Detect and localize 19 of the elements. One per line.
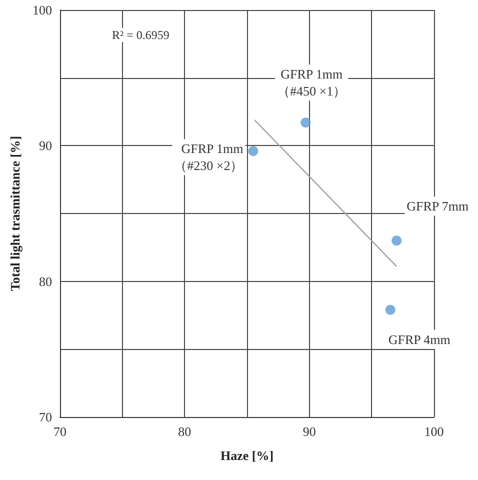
annotation: GFRP 7mm — [406, 198, 469, 214]
y-axis-title: Total light trasmittance [%] — [8, 136, 23, 292]
x-tick-label: 100 — [424, 424, 444, 439]
annotation: GFRP 1mm （#450 ×1） — [277, 66, 346, 99]
point — [392, 236, 402, 246]
annotation: GFRP 4mm — [388, 332, 450, 347]
annotation: GFRP 1mm （#230 ×2） — [174, 141, 244, 174]
point — [385, 304, 396, 315]
y-tick-label: 90 — [39, 138, 52, 154]
x-tick-label: 70 — [54, 424, 66, 439]
y-tick-label: 100 — [32, 2, 52, 18]
y-tick-label: 80 — [39, 274, 52, 289]
x-tick-label: 80 — [178, 424, 192, 439]
y-tick-label: 70 — [39, 410, 52, 424]
x-tick-label: 90 — [302, 424, 316, 439]
x-axis-title: Haze [%] — [220, 448, 274, 463]
annotation: R² = 0.6959 — [112, 28, 170, 42]
point — [248, 146, 258, 156]
point — [300, 118, 311, 128]
